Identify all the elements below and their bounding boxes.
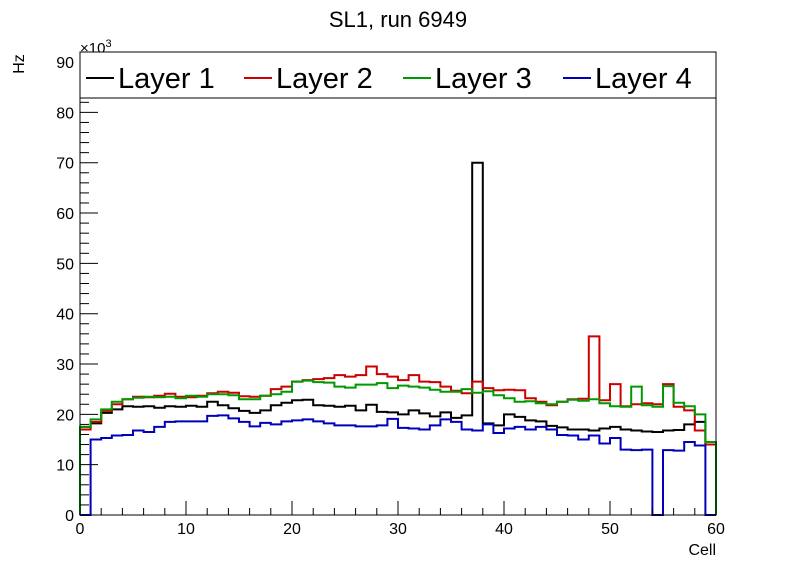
x-tick-label: 50: [601, 521, 619, 538]
legend-label-4: Layer 4: [595, 63, 692, 95]
y-tick-label: 10: [56, 458, 74, 475]
y-tick-label: 20: [56, 407, 74, 424]
x-tick-label: 60: [707, 521, 725, 538]
axes: 0 10 20 30 40 50 60 0 10 20 30 40 50 60 70 80 90: [56, 51, 725, 538]
series-line-3: [79, 379, 717, 515]
y-axis-label: Hz: [11, 54, 28, 74]
series-line-4: [80, 414, 716, 516]
y-tick-label: 80: [56, 105, 74, 122]
y-tick-label: 50: [56, 256, 74, 273]
x-tick-label: 10: [177, 521, 195, 538]
legend: Layer 1 Layer 2 Layer 3 Layer 4: [79, 51, 717, 99]
y-tick-label: 70: [56, 156, 74, 173]
y-tick-label: 40: [56, 307, 74, 324]
x-tick-label: 30: [389, 521, 407, 538]
x-tick-label: 40: [495, 521, 513, 538]
legend-label-1: Layer 1: [118, 63, 215, 95]
y-tick-label: 60: [56, 206, 74, 223]
y-tick-label: 90: [56, 55, 74, 72]
legend-label-3: Layer 3: [435, 63, 532, 95]
series-line-1: [79, 161, 717, 515]
chart-title: SL1, run 6949: [329, 7, 467, 32]
x-tick-label: 0: [76, 521, 85, 538]
y-tick-label: 0: [65, 508, 74, 525]
legend-label-2: Layer 2: [276, 63, 373, 95]
x-tick-label: 20: [283, 521, 301, 538]
plot-area: [79, 161, 717, 516]
legend-box: [79, 51, 717, 99]
x-axis-label: Cell: [688, 542, 716, 559]
y-tick-label: 30: [56, 357, 74, 374]
y-exponent-power: 3: [105, 38, 111, 50]
